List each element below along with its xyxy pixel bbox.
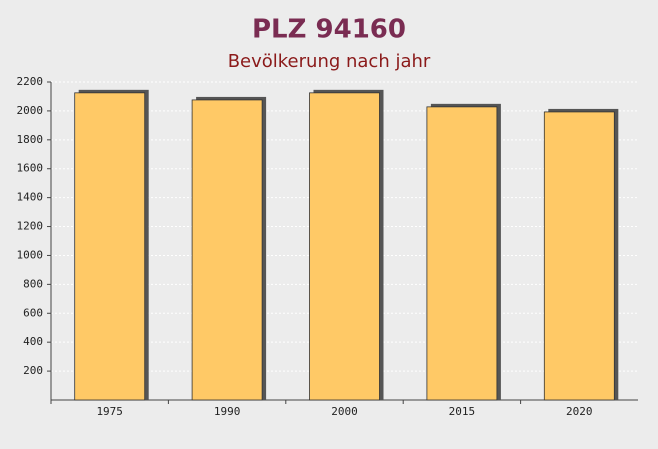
x-tick-label: 2020 xyxy=(566,405,593,418)
bar xyxy=(191,99,263,401)
chart-subtitle: Bevölkerung nach jahr xyxy=(228,51,431,72)
y-tick-label: 1000 xyxy=(17,248,44,261)
y-tick-label: 1800 xyxy=(17,133,44,146)
chart-title: PLZ 94160 xyxy=(252,15,406,45)
y-tick-label: 2000 xyxy=(17,104,44,117)
y-tick-label: 200 xyxy=(23,364,43,377)
y-tick-label: 2200 xyxy=(17,75,44,88)
x-tick-label: 2000 xyxy=(331,405,358,418)
bar xyxy=(74,92,146,401)
x-tick-label: 2015 xyxy=(449,405,476,418)
y-tick-label: 800 xyxy=(23,277,43,290)
x-tick-label: 1990 xyxy=(214,405,241,418)
y-tick-label: 1400 xyxy=(17,191,44,204)
bar xyxy=(543,111,615,401)
y-tick-label: 1600 xyxy=(17,162,44,175)
x-tick-label: 1975 xyxy=(96,405,123,418)
y-tick-label: 400 xyxy=(23,335,43,348)
y-tick-label: 1200 xyxy=(17,220,44,233)
bar xyxy=(426,106,498,401)
bar xyxy=(309,92,380,401)
y-tick-label: 600 xyxy=(23,306,43,319)
